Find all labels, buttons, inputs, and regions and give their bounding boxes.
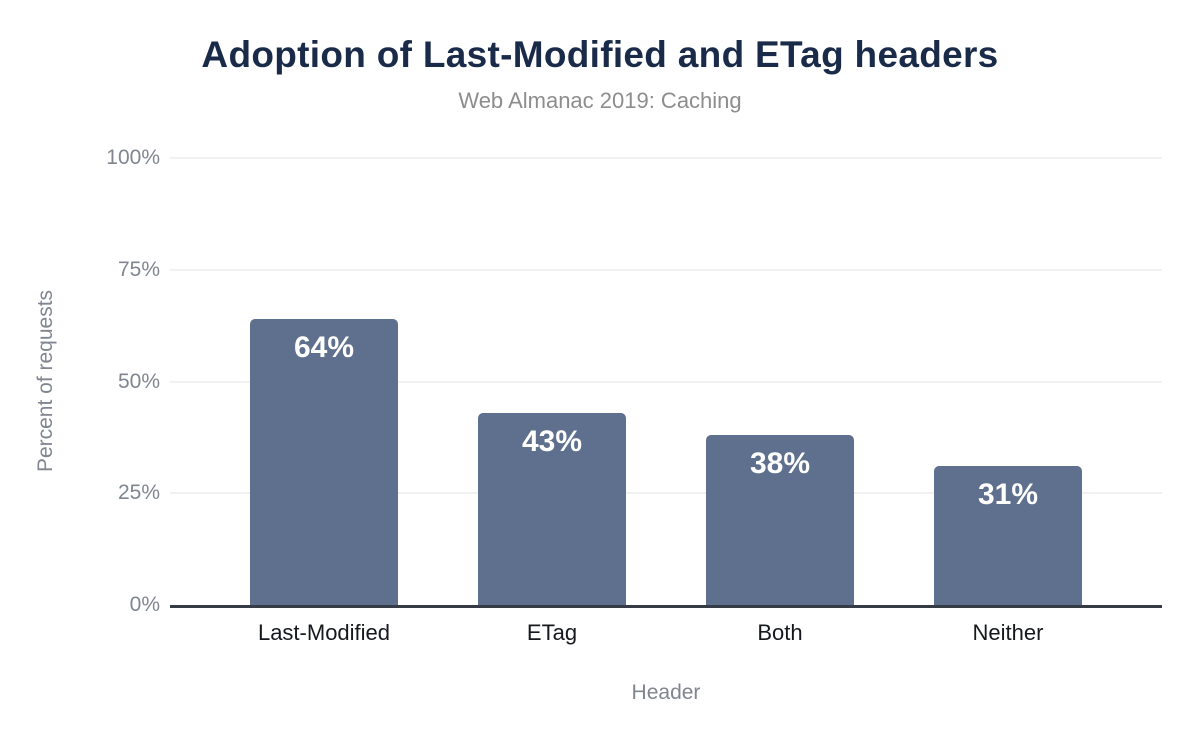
gridline [170,268,1162,271]
x-category-label: ETag [526,620,578,645]
x-category-label: Last-Modified [257,620,391,645]
bar-value-label: 38% [749,447,811,481]
gridline [170,157,1162,159]
y-tick-label: 75% [117,257,160,281]
y-tick-label: 100% [106,146,160,169]
bars: 64% 43% 38% 31% [170,158,1162,605]
bar-neither: 31% [934,466,1082,605]
y-tick-label: 25% [117,481,160,505]
x-axis-baseline [170,605,1162,608]
gridline [170,492,1162,495]
bar-value-label: 64% [293,330,355,364]
bar-etag: 43% [478,412,626,605]
x-axis-category-labels: Last-Modified ETag Both Neither [170,620,1162,646]
plot-area: 64% 43% 38% 31% [170,157,1162,608]
bar-value-label: 31% [977,478,1039,512]
chart-subtitle: Web Almanac 2019: Caching [458,88,742,113]
chart-title: Adoption of Last-Modified and ETag heade… [201,34,999,75]
y-axis-tick-labels: 0% 25% 50% 75% 100% [0,146,160,616]
bar-value-label: 43% [521,424,583,458]
gridline [170,380,1162,383]
y-tick-label: 50% [117,369,160,393]
bar-last-modified: 64% [250,318,398,605]
bar-both: 38% [706,435,854,605]
y-tick-label: 0% [129,593,160,616]
x-category-label: Both [757,620,803,645]
x-axis-title: Header [631,681,701,704]
x-category-label: Neither [972,620,1044,645]
